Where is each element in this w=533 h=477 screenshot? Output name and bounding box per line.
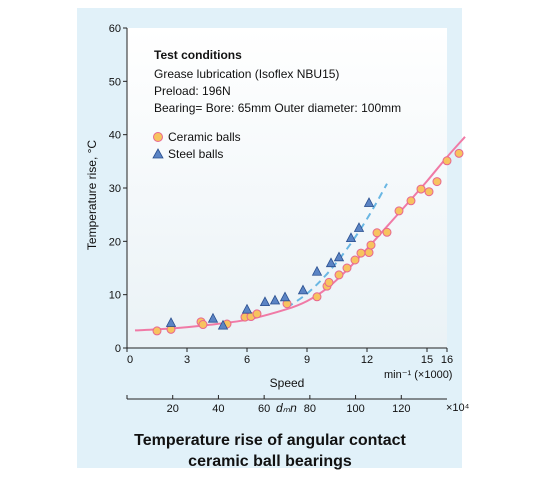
plot-area <box>127 28 447 348</box>
ceramic-point <box>382 227 392 237</box>
x-tick-label: 6 <box>244 354 250 366</box>
ceramic-point <box>334 270 344 280</box>
x-tick-label: 3 <box>184 354 190 366</box>
steel-point <box>269 294 281 305</box>
legend-ceramic-marker <box>153 132 163 142</box>
fit-curves <box>134 136 466 332</box>
steel-point <box>325 257 337 268</box>
chart-caption-line-1: Temperature rise of angular contact <box>134 432 406 449</box>
ceramic-point <box>152 326 162 336</box>
secondary-axis-label: dₘn <box>276 401 297 415</box>
conditions-line-lubrication: Grease lubrication (Isoflex NBU15) <box>154 67 339 81</box>
ceramic-point <box>324 277 334 287</box>
secondary-tick-label: 80 <box>304 403 316 415</box>
steel-fit-curve <box>286 183 388 309</box>
steel-point <box>207 312 219 323</box>
x-tick-label: 15 <box>421 354 433 366</box>
y-tick-label: 0 <box>115 343 121 355</box>
axes: 0 10 20 30 40 50 60 0 3 6 9 12 15 16 20 40 60 80 100 120 <box>109 23 453 415</box>
secondary-tick-label: 60 <box>258 403 270 415</box>
x-tick-label: 9 <box>304 354 310 366</box>
steel-point <box>353 222 365 232</box>
secondary-tick-label: 40 <box>212 403 224 415</box>
x-tick-label: 12 <box>361 354 373 366</box>
x-axis-unit: min⁻¹ (×1000) <box>384 369 452 381</box>
y-tick-label: 30 <box>109 183 121 195</box>
ceramic-point <box>454 148 464 158</box>
ceramic-point <box>356 248 366 258</box>
data-points <box>152 148 464 336</box>
y-axis-label: Temperature rise, °C <box>85 140 99 251</box>
y-tick-label: 60 <box>109 23 121 35</box>
ceramic-point <box>424 187 434 197</box>
conditions-line-preload: Preload: 196N <box>154 84 231 98</box>
secondary-tick-label: 100 <box>346 403 364 415</box>
steel-point <box>165 317 177 327</box>
ceramic-point <box>432 177 442 187</box>
legend-ceramic-label: Ceramic balls <box>168 130 241 144</box>
y-tick-label: 20 <box>109 236 121 248</box>
steel-point <box>363 197 375 207</box>
ceramic-fit-curve <box>134 136 466 332</box>
legend: Ceramic balls Steel balls <box>152 130 241 161</box>
steel-point <box>241 303 253 314</box>
steel-point <box>259 296 271 307</box>
legend-steel-label: Steel balls <box>168 147 223 161</box>
secondary-tick-label: 120 <box>392 403 410 415</box>
ceramic-point <box>394 206 404 216</box>
ceramic-point <box>350 255 360 265</box>
ceramic-point <box>252 309 262 319</box>
ceramic-point <box>372 228 382 238</box>
y-tick-label: 40 <box>109 130 121 142</box>
secondary-tick-label: 20 <box>167 403 179 415</box>
steel-point <box>333 251 345 262</box>
x-tick-label-end: 16 <box>441 354 453 366</box>
steel-point <box>311 265 323 276</box>
ceramic-point <box>416 184 426 194</box>
ceramic-point <box>312 292 322 302</box>
conditions-line-bearing: Bearing= Bore: 65mm Outer diameter: 100m… <box>154 101 401 115</box>
steel-point <box>345 232 357 243</box>
y-tick-label: 50 <box>109 76 121 88</box>
ceramic-point <box>364 248 374 258</box>
steel-point <box>279 291 291 302</box>
ceramic-point <box>406 196 416 206</box>
secondary-axis-unit: ×10⁴ <box>446 402 470 414</box>
chart-caption-line-2: ceramic ball bearings <box>188 453 352 470</box>
steel-point <box>297 284 309 295</box>
ceramic-point <box>442 156 452 166</box>
ceramic-point <box>366 240 376 250</box>
x-axis-label: Speed <box>270 376 305 390</box>
y-tick-label: 10 <box>109 290 121 302</box>
ceramic-point <box>342 263 352 273</box>
conditions-heading: Test conditions <box>154 48 242 62</box>
x-tick-label: 0 <box>127 354 133 366</box>
legend-steel-marker <box>152 148 164 159</box>
ceramic-point <box>198 320 208 330</box>
steel-point <box>217 319 229 330</box>
